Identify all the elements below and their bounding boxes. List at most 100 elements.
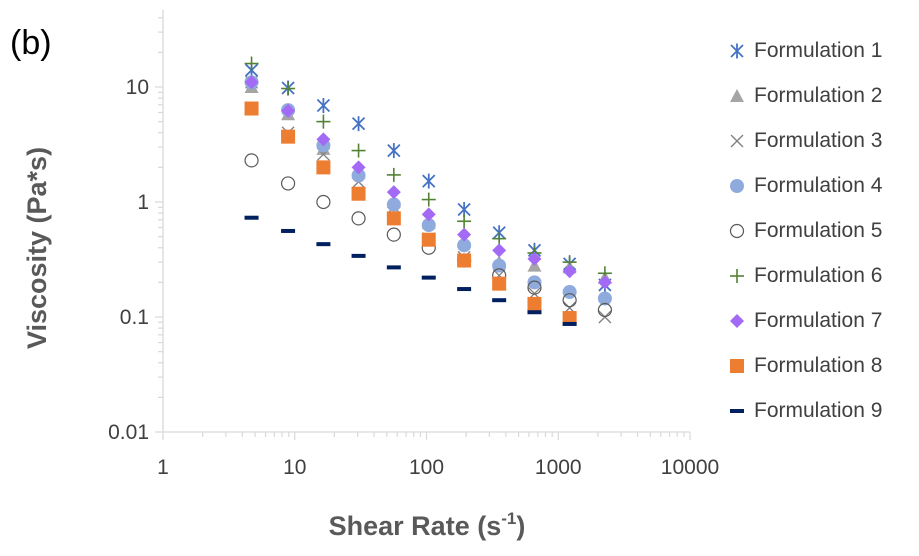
data-point xyxy=(316,132,331,147)
data-point xyxy=(351,253,366,258)
data-point xyxy=(386,227,401,242)
data-point xyxy=(316,160,331,175)
data-point xyxy=(527,280,542,295)
legend-label: Formulation 8 xyxy=(754,353,883,377)
data-point xyxy=(281,129,296,144)
data-point xyxy=(421,192,436,207)
data-point xyxy=(492,258,507,273)
data-point xyxy=(386,197,401,212)
series-4 xyxy=(244,75,612,306)
data-point xyxy=(597,275,612,290)
data-point xyxy=(281,228,296,233)
legend-marker-shape xyxy=(730,134,744,147)
legend-label: Formulation 6 xyxy=(754,263,883,287)
data-point xyxy=(351,211,366,226)
data-point xyxy=(492,298,507,303)
legend-marker-shape xyxy=(730,358,744,373)
data-point xyxy=(316,114,331,129)
legend-item: Formulation 4 xyxy=(724,163,882,208)
data-point xyxy=(244,56,259,71)
x-axis-title-main: Shear Rate (s xyxy=(329,511,502,541)
data-point xyxy=(386,185,401,200)
data-point xyxy=(351,168,366,183)
data-point xyxy=(281,81,296,96)
x-tick-label: 100 xyxy=(409,456,444,479)
legend-marker-shape xyxy=(729,223,745,238)
data-point xyxy=(562,284,577,299)
data-point xyxy=(422,173,436,189)
data-point xyxy=(421,207,436,222)
legend-item: Formulation 5 xyxy=(724,208,882,253)
data-point xyxy=(527,275,542,290)
data-point xyxy=(597,302,613,318)
legend-marker-shape xyxy=(730,408,744,413)
data-point xyxy=(562,311,577,326)
data-point xyxy=(457,253,472,268)
x-axis-title-end: ) xyxy=(516,511,525,541)
legend-label: Formulation 4 xyxy=(754,173,883,197)
legend-item: Formulation 8 xyxy=(724,343,882,388)
legend-marker xyxy=(730,408,744,413)
data-point xyxy=(316,242,331,247)
legend-marker xyxy=(730,134,744,147)
series-9 xyxy=(244,215,577,326)
data-points xyxy=(244,56,613,326)
x-tick-label: 10 xyxy=(283,456,306,479)
series-8 xyxy=(244,101,577,326)
data-point xyxy=(244,75,259,90)
data-point xyxy=(421,232,436,247)
legend-item: Formulation 3 xyxy=(724,118,882,163)
panel-label: (b) xyxy=(10,24,52,62)
y-axis-title: Viscosity (Pa*s) xyxy=(22,147,52,349)
data-point xyxy=(457,287,472,292)
legend-item: Formulation 7 xyxy=(724,298,882,343)
y-tick-label: 0.01 xyxy=(108,421,149,444)
legend-marker xyxy=(730,178,744,193)
legend-marker xyxy=(729,223,745,238)
legend-marker xyxy=(730,358,744,373)
data-point xyxy=(421,218,436,233)
series-1 xyxy=(244,62,612,293)
data-point xyxy=(457,227,472,242)
x-axis-title: Shear Rate (s-1) xyxy=(329,509,526,541)
data-point xyxy=(351,160,366,175)
y-tick-label: 0.1 xyxy=(120,306,149,329)
data-point xyxy=(457,238,472,253)
data-point xyxy=(597,291,612,306)
data-point xyxy=(386,167,401,182)
data-point xyxy=(351,186,366,201)
data-point xyxy=(527,310,542,315)
data-point xyxy=(492,243,507,258)
legend-marker xyxy=(730,313,744,328)
data-point xyxy=(316,194,331,210)
legend: Formulation 1 Formulation 2 Formulation 3 F… xyxy=(724,28,882,433)
x-tick-label: 1000 xyxy=(535,456,582,479)
legend-marker-shape xyxy=(730,313,744,328)
data-point xyxy=(386,211,401,226)
y-tick-label: 10 xyxy=(126,76,149,99)
data-point xyxy=(527,296,542,311)
axes: 0.01 0.1 1 10 1 10 100 1000 10000 xyxy=(108,10,719,479)
data-point xyxy=(562,293,577,308)
data-point xyxy=(280,176,296,191)
legend-marker-shape xyxy=(730,178,744,193)
data-point xyxy=(244,101,259,116)
x-tick-label: 1 xyxy=(157,456,169,479)
data-point xyxy=(562,264,577,279)
data-point xyxy=(492,276,507,291)
data-point xyxy=(457,214,472,229)
data-point xyxy=(387,143,401,159)
legend-marker xyxy=(730,43,744,58)
x-tick-label: 10000 xyxy=(661,456,719,479)
series-7 xyxy=(244,75,612,290)
legend-item: Formulation 9 xyxy=(724,388,882,433)
data-point xyxy=(351,116,366,132)
data-point xyxy=(351,143,366,158)
legend-marker-shape xyxy=(730,88,744,102)
data-point xyxy=(316,98,331,114)
legend-label: Formulation 9 xyxy=(754,398,883,422)
legend-label: Formulation 5 xyxy=(754,218,883,242)
data-point xyxy=(421,275,436,280)
data-point xyxy=(244,153,259,168)
